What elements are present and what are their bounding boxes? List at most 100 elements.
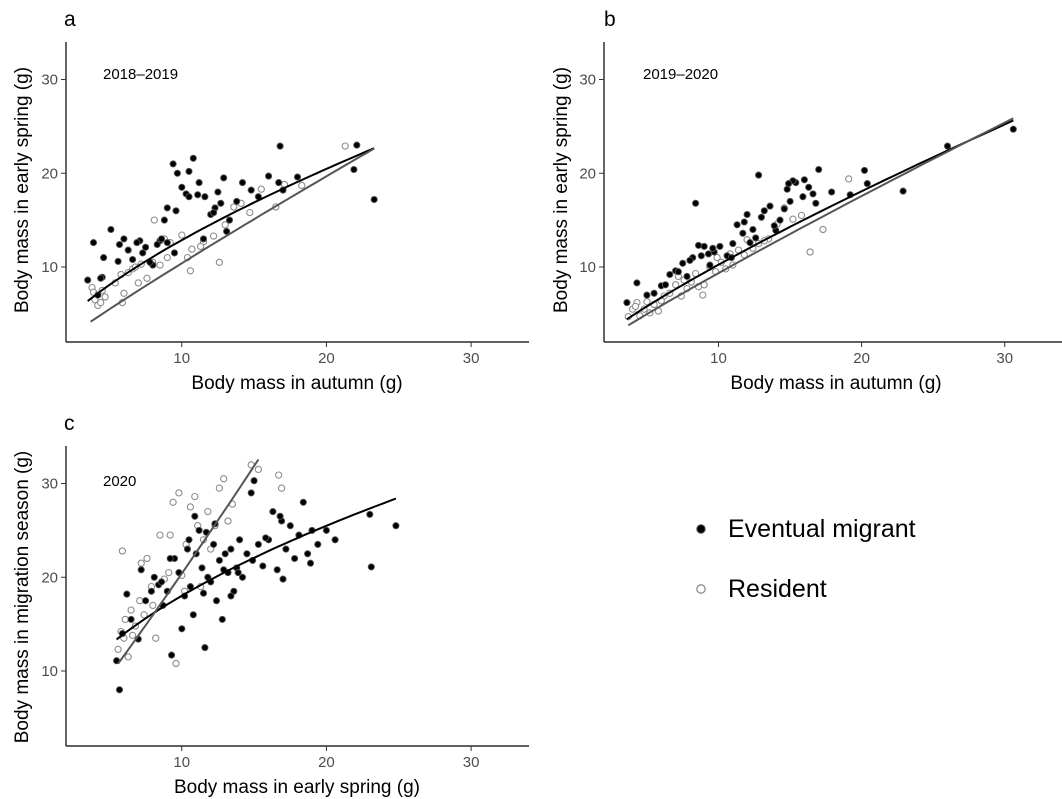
panel-c-migrant-point bbox=[221, 550, 229, 558]
panel-c-resident-point bbox=[277, 484, 286, 492]
panel-c-resident-point bbox=[186, 503, 195, 511]
panel-a-migrant-point bbox=[195, 179, 203, 187]
panel-c-migrant-point bbox=[243, 550, 251, 558]
panel-c-migrant-point bbox=[127, 615, 135, 623]
panel-a-migrant-point bbox=[178, 183, 186, 191]
panel-c-migrant-point bbox=[137, 566, 145, 574]
panel-a-migrant-point bbox=[350, 165, 358, 174]
panel-b-resident-point bbox=[631, 302, 640, 311]
panel-b-migrant-point bbox=[770, 222, 778, 230]
panel-a-migrant-point bbox=[129, 255, 137, 264]
panel-c-migrant-point bbox=[185, 536, 193, 544]
panel-c-migrant-point bbox=[259, 562, 267, 570]
panel-b-resident-point bbox=[713, 253, 721, 262]
panel-c-migrant-point bbox=[227, 592, 235, 600]
panel-b-migrant-point bbox=[686, 256, 694, 264]
panel-a-migrant-point bbox=[185, 193, 193, 201]
panel-a-migrant-point bbox=[114, 257, 122, 265]
panel-a-resident-fit-line bbox=[90, 147, 375, 323]
panel-b-x-axis-title: Body mass in autumn (g) bbox=[730, 373, 941, 394]
panel-b-y-axis-title: Body mass in early spring (g) bbox=[551, 67, 572, 313]
panel-c-migrant-point bbox=[236, 536, 244, 544]
panel-c-migrant-point bbox=[166, 554, 174, 563]
panel-a-resident-point bbox=[257, 185, 265, 193]
panel-c-migrant-point bbox=[234, 569, 242, 577]
panel-c-migrant-point bbox=[254, 540, 262, 548]
panel-a-migrant-point bbox=[133, 239, 141, 247]
panel-c-y-tick-label: 20 bbox=[41, 569, 58, 586]
panel-c-resident-point bbox=[136, 597, 144, 605]
panel-c-resident-point bbox=[127, 606, 135, 614]
panel-a-migrant-fit-line bbox=[87, 147, 375, 302]
panel-b-migrant-point bbox=[740, 218, 748, 226]
panel-c-resident-point bbox=[124, 653, 132, 661]
panel-c-migrant-point bbox=[115, 686, 124, 694]
panel-c-migrant-point bbox=[199, 589, 208, 597]
panel-a-y-axis-title: Body mass in early spring (g) bbox=[12, 67, 33, 313]
panel-b-resident-point bbox=[699, 291, 707, 299]
panel-b-resident-point bbox=[789, 215, 797, 223]
panel-b: b 2019–2020 10 20 30 10 20 30 Body mass in au… bbox=[551, 8, 1062, 394]
panel-c-migrant-point bbox=[123, 590, 131, 598]
panel-a-resident-point bbox=[101, 293, 109, 301]
panel-b-migrant-point bbox=[780, 205, 788, 213]
panel-a-x-tick-label: 20 bbox=[318, 350, 335, 367]
panel-a-plot: 10 20 30 10 20 30 bbox=[41, 42, 529, 367]
panel-b-x-tick-label: 10 bbox=[710, 350, 727, 367]
panel-c-year-label: 2020 bbox=[103, 473, 136, 490]
panel-c-migrant-point bbox=[366, 510, 374, 518]
panel-c-resident-point bbox=[204, 507, 212, 516]
panel-a-resident-point bbox=[298, 181, 306, 190]
panel-a-migrant-point bbox=[223, 227, 231, 235]
panel-c-migrant-point bbox=[299, 498, 307, 506]
panel-a-migrant-point bbox=[169, 160, 177, 168]
panel-a-migrant-point bbox=[160, 216, 168, 224]
panel-b-migrant-point bbox=[700, 242, 708, 250]
panel-a-resident-point bbox=[341, 142, 349, 150]
panel-c-resident-point bbox=[143, 554, 151, 563]
panel-c-resident-point bbox=[118, 547, 127, 555]
panel-b-migrant-point bbox=[650, 289, 658, 297]
panel-c-y-axis-title: Body mass in migration season (g) bbox=[12, 451, 33, 744]
panel-b-migrant-point bbox=[739, 229, 747, 237]
panel-a-resident-point bbox=[230, 203, 238, 211]
panel-a-x-tick-label: 30 bbox=[463, 350, 480, 367]
panel-c-migrant-point bbox=[157, 578, 166, 586]
panel-a-migrant-point bbox=[170, 249, 179, 257]
panel-c-migrant-point bbox=[191, 512, 199, 520]
panel-b-migrant-point bbox=[899, 187, 907, 195]
panel-c-migrant-point bbox=[201, 644, 209, 652]
panel-a-resident-point bbox=[215, 258, 224, 266]
panel-c-resident-point bbox=[275, 471, 283, 479]
panel-a-migrant-point bbox=[173, 169, 181, 177]
panel-a-resident-point bbox=[156, 261, 164, 269]
panel-c-migrant-point bbox=[189, 611, 197, 619]
panel-c-migrant-point bbox=[198, 564, 206, 572]
panel-a-migrant-point bbox=[84, 276, 92, 284]
panel-a-migrant-point bbox=[153, 240, 161, 249]
panel-b-migrant-point bbox=[746, 239, 754, 247]
panel-c-migrant-point bbox=[331, 536, 339, 544]
panel-b-resident-point bbox=[643, 298, 651, 306]
panel-a-migrant-point bbox=[163, 204, 171, 212]
panel-a-resident-point bbox=[246, 208, 254, 217]
panel-b-resident-point bbox=[819, 225, 827, 234]
panel-c-resident-point bbox=[140, 611, 148, 619]
panel-c-migrant-point bbox=[269, 508, 277, 516]
panel-a-y-tick-label: 30 bbox=[41, 72, 58, 89]
panel-c-migrant-point bbox=[238, 573, 247, 581]
panel-c-migrant-point bbox=[286, 522, 294, 530]
panel-b-migrant-point bbox=[692, 199, 700, 207]
panel-c-migrant-fit-line bbox=[115, 497, 397, 641]
panel-b-migrant-point bbox=[815, 165, 823, 174]
panel-b-migrant-point bbox=[743, 210, 751, 219]
panel-b-y-tick-label: 30 bbox=[579, 72, 596, 89]
panel-label-b: b bbox=[604, 8, 616, 31]
panel-c-migrant-point bbox=[250, 477, 258, 485]
panel-b-migrant-point bbox=[1009, 125, 1017, 133]
panel-b-migrant-point bbox=[694, 241, 703, 249]
panel-b-resident-fit-line bbox=[627, 117, 1014, 327]
panel-a-migrant-point bbox=[142, 243, 150, 251]
panel-a-migrant-point bbox=[172, 207, 180, 215]
